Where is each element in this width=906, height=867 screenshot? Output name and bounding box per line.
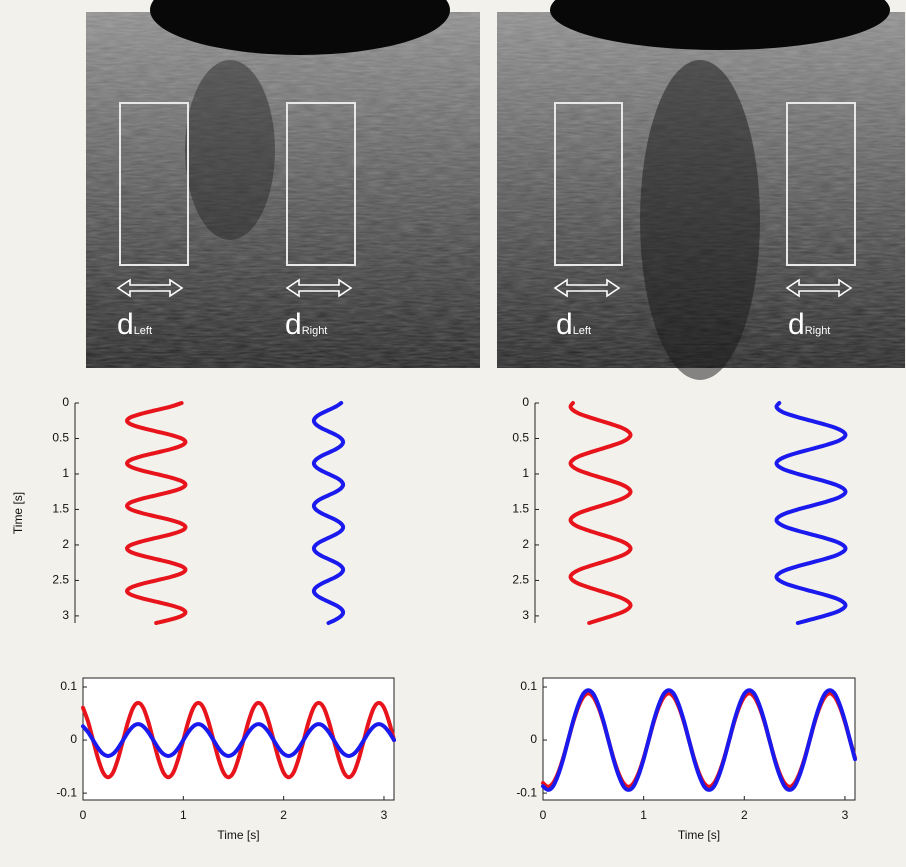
y-tick-label: 0.1 (520, 679, 537, 693)
y-tick-label: 2 (62, 537, 69, 551)
x-tick-label: 2 (280, 808, 287, 822)
y-tick-label: -0.1 (516, 785, 537, 799)
y-tick-label: 1.5 (52, 502, 69, 516)
y-tick-label: 0.5 (512, 431, 529, 445)
y-tick-label: 0.1 (60, 679, 77, 693)
label-sub: Right (805, 325, 831, 337)
y-tick-label: 1.5 (512, 502, 529, 516)
label-sub: Left (573, 325, 591, 337)
x-tick-label: 1 (180, 808, 187, 822)
y-tick-label: 2.5 (512, 573, 529, 587)
page: dLeft dRight dLeft dRight 00.511.522.53T… (0, 0, 906, 867)
image-texture (86, 12, 480, 368)
axis-label: Time [s] (217, 828, 259, 842)
x-tick-label: 2 (741, 808, 748, 822)
x-tick-label: 1 (640, 808, 647, 822)
y-tick-label: 3 (62, 608, 69, 622)
x-tick-label: 3 (381, 808, 388, 822)
figure: dLeft dRight dLeft dRight 00.511.522.53T… (0, 0, 906, 867)
axis-label: Time [s] (678, 828, 720, 842)
y-tick-label: 0.5 (52, 431, 69, 445)
y-tick-label: 2 (522, 537, 529, 551)
label-main: d (788, 308, 805, 341)
y-tick-label: 1 (522, 466, 529, 480)
y-tick-label: 0 (522, 395, 529, 409)
label-sub: Right (302, 325, 328, 337)
label-main: d (285, 308, 302, 341)
y-tick-label: 3 (522, 608, 529, 622)
y-tick-label: -0.1 (56, 785, 77, 799)
label-main: d (117, 308, 134, 341)
y-tick-label: 0 (70, 732, 77, 746)
y-tick-label: 2.5 (52, 573, 69, 587)
y-tick-label: 1 (62, 466, 69, 480)
plot-frame (83, 678, 394, 800)
label-main: d (556, 308, 573, 341)
ultrasound-image: dLeft dRight (86, 0, 480, 368)
x-tick-label: 0 (80, 808, 87, 822)
axis-label: Time [s] (11, 492, 25, 534)
image-shadow (185, 60, 275, 240)
image-shadow (640, 60, 760, 380)
x-tick-label: 0 (540, 808, 547, 822)
ultrasound-image: dLeft dRight (497, 0, 905, 380)
y-tick-label: 0 (62, 395, 69, 409)
x-tick-label: 3 (842, 808, 849, 822)
label-sub: Left (134, 325, 152, 337)
y-tick-label: 0 (530, 732, 537, 746)
